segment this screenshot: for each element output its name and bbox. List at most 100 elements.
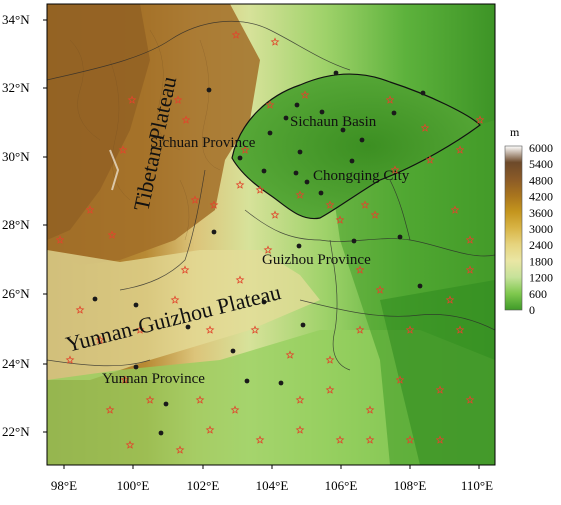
- station-dot: [244, 378, 250, 384]
- station-star: [95, 335, 105, 344]
- station-star: [435, 385, 445, 394]
- station-star: [107, 230, 117, 239]
- station-star: [263, 245, 273, 254]
- station-dot: [420, 90, 426, 96]
- station-dot: [294, 102, 300, 108]
- station-dot: [158, 430, 164, 436]
- station-star: [240, 145, 250, 154]
- station-star: [445, 295, 455, 304]
- station-star: [170, 295, 180, 304]
- station-star: [255, 185, 265, 194]
- station-star: [250, 325, 260, 334]
- station-dot: [304, 179, 310, 185]
- station-star: [205, 425, 215, 434]
- station-star: [180, 265, 190, 274]
- lat-label: 32°N: [2, 80, 30, 95]
- station-dot: [318, 190, 324, 196]
- station-star: [325, 385, 335, 394]
- station-star: [85, 205, 95, 214]
- colorbar-tick-label: 3600: [529, 206, 553, 220]
- station-star: [255, 435, 265, 444]
- station-dot: [133, 364, 139, 370]
- station-star: [270, 210, 280, 219]
- station-star: [475, 115, 485, 124]
- station-star: [405, 435, 415, 444]
- station-star: [235, 180, 245, 189]
- station-star: [365, 435, 375, 444]
- station-star: [300, 90, 310, 99]
- colorbar-ramp: [504, 145, 523, 311]
- station-star: [190, 195, 200, 204]
- station-star: [465, 235, 475, 244]
- station-dot: [278, 380, 284, 386]
- station-star: [65, 355, 75, 364]
- station-dot: [417, 283, 423, 289]
- station-star: [295, 425, 305, 434]
- station-dot: [261, 168, 267, 174]
- station-star: [360, 200, 370, 209]
- lat-label: 22°N: [2, 424, 30, 439]
- lat-label: 28°N: [2, 217, 30, 232]
- station-star: [425, 155, 435, 164]
- station-star: [118, 145, 128, 154]
- lon-label: 98°E: [51, 478, 77, 493]
- station-star: [127, 95, 137, 104]
- station-star: [435, 435, 445, 444]
- station-dot: [267, 130, 273, 136]
- lat-label: 26°N: [2, 286, 30, 301]
- station-star: [209, 200, 219, 209]
- station-dot: [293, 170, 299, 176]
- station-dot: [261, 299, 267, 305]
- station-star: [145, 395, 155, 404]
- station-dot: [351, 238, 357, 244]
- station-dot: [359, 137, 365, 143]
- station-star: [370, 210, 380, 219]
- station-dot: [211, 229, 217, 235]
- lon-label: 108°E: [394, 478, 427, 493]
- station-markers: [55, 30, 485, 454]
- station-dot: [296, 243, 302, 249]
- station-star: [295, 395, 305, 404]
- terrain: [47, 4, 495, 465]
- station-star: [55, 235, 65, 244]
- colorbar-tick-label: 6000: [529, 141, 553, 155]
- station-dot: [340, 127, 346, 133]
- station-star: [405, 325, 415, 334]
- colorbar-tick-label: 600: [529, 287, 547, 301]
- station-star: [230, 405, 240, 414]
- station-dot: [397, 234, 403, 240]
- station-dot: [206, 87, 212, 93]
- station-star: [235, 275, 245, 284]
- latitude-axis: 34°N 32°N 30°N 28°N 26°N 24°N 22°N: [2, 12, 47, 439]
- elevation-colorbar: m 60005400480042003600300024001800120060…: [504, 125, 553, 317]
- station-dot: [297, 149, 303, 155]
- station-dot: [283, 115, 289, 121]
- station-star: [390, 165, 400, 174]
- station-star: [295, 190, 305, 199]
- colorbar-tick-label: 1200: [529, 271, 553, 285]
- station-star: [125, 440, 135, 449]
- station-dot: [300, 322, 306, 328]
- station-star: [375, 285, 385, 294]
- station-star: [325, 200, 335, 209]
- station-star: [105, 405, 115, 414]
- station-dot: [333, 70, 339, 76]
- station-star: [205, 325, 215, 334]
- station-dot: [92, 296, 98, 302]
- station-star: [420, 123, 430, 132]
- lon-label: 100°E: [117, 478, 150, 493]
- lon-label: 106°E: [325, 478, 358, 493]
- station-star: [285, 350, 295, 359]
- station-star: [175, 445, 185, 454]
- sichuan-basin-label: Sichaun Basin: [290, 114, 377, 130]
- station-star: [395, 375, 405, 384]
- yunnan-province-label: Yunnan Province: [102, 371, 205, 387]
- colorbar-tick-label: 3000: [529, 222, 553, 236]
- station-dot: [133, 302, 139, 308]
- colorbar-unit: m: [510, 125, 520, 139]
- station-star: [450, 205, 460, 214]
- station-star: [325, 355, 335, 364]
- station-star: [265, 100, 275, 109]
- station-dot: [163, 401, 169, 407]
